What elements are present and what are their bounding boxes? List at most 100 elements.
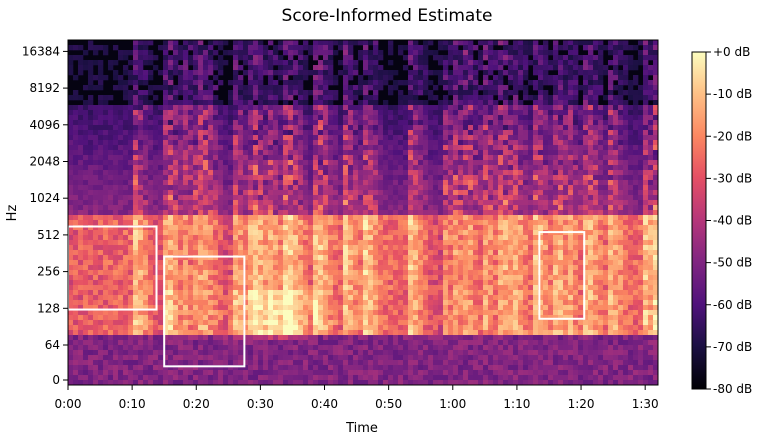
spectrogram-cell <box>338 265 344 271</box>
spectrogram-cell <box>298 210 304 216</box>
spectrogram-cell <box>198 265 204 271</box>
spectrogram-cell <box>258 170 264 176</box>
spectrogram-cell <box>133 330 139 336</box>
spectrogram-cell <box>98 235 104 241</box>
spectrogram-cell <box>128 165 134 171</box>
spectrogram-cell <box>383 295 389 301</box>
spectrogram-cell <box>323 240 329 246</box>
spectrogram-cell <box>168 135 174 141</box>
spectrogram-cell <box>273 55 279 61</box>
spectrogram-cell <box>328 45 334 51</box>
spectrogram-cell <box>173 230 179 236</box>
spectrogram-cell <box>188 165 194 171</box>
spectrogram-cell <box>278 70 284 76</box>
spectrogram-cell <box>83 135 89 141</box>
spectrogram-cell <box>123 270 129 276</box>
spectrogram-cell <box>348 205 354 211</box>
spectrogram-cell <box>383 255 389 261</box>
spectrogram-cell <box>378 345 384 351</box>
spectrogram-cell <box>293 75 299 81</box>
spectrogram-cell <box>438 340 444 346</box>
spectrogram-cell <box>383 340 389 346</box>
spectrogram-cell <box>393 355 399 361</box>
spectrogram-cell <box>198 80 204 86</box>
spectrogram-cell <box>403 155 409 161</box>
spectrogram-cell <box>358 85 364 91</box>
spectrogram-cell <box>73 330 79 336</box>
spectrogram-cell <box>388 220 394 226</box>
spectrogram-cell <box>328 345 334 351</box>
spectrogram-cell <box>378 130 384 136</box>
spectrogram-cell <box>133 85 139 91</box>
spectrogram-cell <box>353 350 359 356</box>
spectrogram-cell <box>223 180 229 186</box>
spectrogram-cell <box>443 170 449 176</box>
spectrogram-cell <box>443 260 449 266</box>
spectrogram-cell <box>113 360 119 366</box>
spectrogram-cell <box>68 195 74 201</box>
spectrogram-cell <box>408 105 414 111</box>
spectrogram-cell <box>318 110 324 116</box>
spectrogram-cell <box>283 245 289 251</box>
spectrogram-cell <box>203 315 209 321</box>
spectrogram-cell <box>383 170 389 176</box>
spectrogram-cell <box>253 235 259 241</box>
spectrogram-cell <box>108 135 114 141</box>
spectrogram-cell <box>273 355 279 361</box>
spectrogram-cell <box>393 230 399 236</box>
spectrogram-cell <box>248 210 254 216</box>
spectrogram-cell <box>263 195 269 201</box>
spectrogram-cell <box>233 295 239 301</box>
spectrogram-cell <box>248 325 254 331</box>
spectrogram-cell <box>243 365 249 371</box>
spectrogram-cell <box>373 340 379 346</box>
spectrogram-cell <box>188 100 194 106</box>
spectrogram-cell <box>358 80 364 86</box>
spectrogram-cell <box>413 250 419 256</box>
spectrogram-cell <box>223 345 229 351</box>
spectrogram-cell <box>78 350 84 356</box>
spectrogram-cell <box>193 270 199 276</box>
spectrogram-cell <box>103 210 109 216</box>
spectrogram-cell <box>168 375 174 381</box>
spectrogram-cell <box>373 335 379 341</box>
spectrogram-cell <box>148 175 154 181</box>
spectrogram-cell <box>238 235 244 241</box>
spectrogram-cell <box>218 80 224 86</box>
spectrogram-cell <box>283 125 289 131</box>
spectrogram-cell <box>238 320 244 326</box>
spectrogram-cell <box>228 290 234 296</box>
spectrogram-cell <box>128 300 134 306</box>
spectrogram-cell <box>293 300 299 306</box>
spectrogram-cell <box>203 120 209 126</box>
spectrogram-cell <box>368 345 374 351</box>
spectrogram-cell <box>158 270 164 276</box>
spectrogram-cell <box>98 60 104 66</box>
spectrogram-cell <box>208 40 214 46</box>
spectrogram-cell <box>403 315 409 321</box>
spectrogram-cell <box>223 380 229 385</box>
spectrogram-cell <box>428 335 434 341</box>
spectrogram-cell <box>128 235 134 241</box>
spectrogram-cell <box>238 195 244 201</box>
spectrogram-cell <box>278 320 284 326</box>
spectrogram-cell <box>318 280 324 286</box>
spectrogram-cell <box>108 165 114 171</box>
spectrogram-cell <box>133 140 139 146</box>
spectrogram-cell <box>278 95 284 101</box>
spectrogram-cell <box>278 40 284 46</box>
spectrogram-cell <box>128 100 134 106</box>
spectrogram-cell <box>203 280 209 286</box>
spectrogram-cell <box>153 140 159 146</box>
spectrogram-cell <box>213 330 219 336</box>
spectrogram-cell <box>203 370 209 376</box>
spectrogram-cell <box>313 170 319 176</box>
spectrogram-cell <box>173 95 179 101</box>
spectrogram-cell <box>118 185 124 191</box>
spectrogram-cell <box>123 180 129 186</box>
spectrogram-cell <box>148 145 154 151</box>
spectrogram-cell <box>193 275 199 281</box>
spectrogram-cell <box>418 80 424 86</box>
spectrogram-cell <box>73 350 79 356</box>
spectrogram-cell <box>98 80 104 86</box>
